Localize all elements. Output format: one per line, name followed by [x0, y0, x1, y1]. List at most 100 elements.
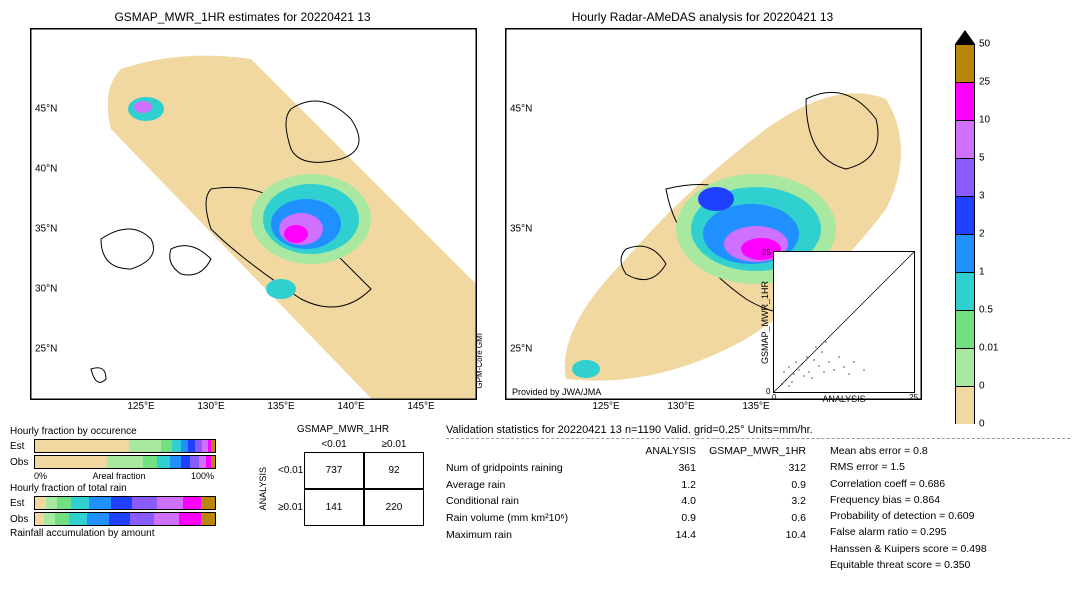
- stack-bar: [34, 496, 216, 510]
- axis-tick: 35°N: [510, 224, 532, 235]
- colorbar-seg: [955, 196, 975, 234]
- colorbar-tick: 0: [979, 381, 985, 392]
- fraction-title-1: Hourly fraction by occurence: [10, 426, 240, 437]
- axis-tick: 125°E: [592, 401, 619, 412]
- axis-tick: 125°E: [127, 401, 154, 412]
- colorbar-seg: [955, 82, 975, 120]
- stats-row: Conditional rain4.03.2: [446, 493, 806, 510]
- stack-seg: [161, 440, 172, 452]
- axis-tick: 35°N: [35, 224, 57, 235]
- stack-seg: [35, 497, 46, 509]
- stack-seg: [35, 440, 129, 452]
- stats-right-list: Mean abs error = 0.8RMS error = 1.5Corre…: [830, 443, 987, 573]
- colorbar-tick: 3: [979, 191, 985, 202]
- stack-seg: [89, 497, 111, 509]
- fraction-block: Hourly fraction by occurence Est Obs 0% Ar…: [10, 424, 240, 573]
- colorbar-seg: [955, 158, 975, 196]
- stack-bar: [34, 512, 216, 526]
- axis-tick: 135°E: [742, 401, 769, 412]
- stack-seg: [69, 513, 87, 525]
- axis-tick: 145°E: [407, 401, 434, 412]
- stack-seg: [201, 497, 215, 509]
- axis-tick: 45°N: [510, 104, 532, 115]
- stack-seg: [35, 513, 44, 525]
- fraction-title-2: Hourly fraction of total rain: [10, 483, 240, 494]
- stack-seg: [181, 456, 190, 468]
- colorbar-seg: [955, 44, 975, 82]
- axis-min: 0%: [34, 471, 47, 481]
- stats-row: Average rain1.20.9: [446, 477, 806, 494]
- stack-seg: [107, 456, 143, 468]
- ct-row-title: ANALYSIS: [258, 467, 276, 510]
- stack-seg: [55, 513, 69, 525]
- ct-cell-00: 737: [304, 452, 364, 489]
- stack-seg: [129, 440, 161, 452]
- colorbar-seg: [955, 310, 975, 348]
- stats-metric: RMS error = 1.5: [830, 459, 987, 475]
- map-row: GSMAP_MWR_1HR estimates for 20220421 13: [10, 10, 1070, 410]
- stack-seg: [211, 456, 215, 468]
- colorbar-tick: 5: [979, 153, 985, 164]
- stack-seg: [143, 456, 157, 468]
- stack-seg: [211, 440, 215, 452]
- stack-seg: [181, 440, 188, 452]
- stack-row: Obs: [10, 512, 240, 526]
- stack-seg: [57, 497, 71, 509]
- inset-xlabel: ANALYSIS: [774, 394, 914, 404]
- axis-tick: 130°E: [667, 401, 694, 412]
- ct-cell-11: 220: [364, 489, 424, 526]
- axis-tick: 135°E: [267, 401, 294, 412]
- axis-tick: 25°N: [510, 344, 532, 355]
- right-map-frame: 25°N35°N45°N 125°E130°E135°E Provided by…: [505, 28, 922, 400]
- stats-col-1: GSMAP_MWR_1HR: [696, 443, 806, 460]
- fraction-title-3: Rainfall accumulation by amount: [10, 528, 240, 539]
- ct-col-title: GSMAP_MWR_1HR: [258, 424, 428, 435]
- colorbar-seg: [955, 386, 975, 424]
- colorbar-over-triangle: [955, 30, 975, 44]
- stats-block: Validation statistics for 20220421 13 n=…: [446, 424, 1070, 573]
- colorbar-seg: [955, 348, 975, 386]
- stats-row: Maximum rain14.410.4: [446, 527, 806, 544]
- stack-seg: [190, 456, 199, 468]
- stack-label: Est: [10, 441, 34, 452]
- stats-metric: Hanssen & Kuipers score = 0.498: [830, 541, 987, 557]
- left-map-frame: 25°N30°N35°N40°N45°N 125°E130°E135°E140°…: [30, 28, 477, 400]
- stack-seg: [87, 513, 109, 525]
- stack-seg: [35, 456, 107, 468]
- right-map-title: Hourly Radar-AMeDAS analysis for 2022042…: [485, 10, 920, 24]
- stack-seg: [199, 456, 206, 468]
- right-map-panel: Hourly Radar-AMeDAS analysis for 2022042…: [485, 10, 920, 410]
- ct-row-0: <0.01: [276, 463, 304, 478]
- stack-seg: [157, 497, 182, 509]
- axis-tick: 30°N: [35, 284, 57, 295]
- axis-tick: 25°N: [35, 344, 57, 355]
- stack-bar: [34, 439, 216, 453]
- stats-metric: Equitable threat score = 0.350: [830, 557, 987, 573]
- axis-label: Areal fraction: [92, 471, 145, 481]
- satellite-label: GPM-Core GMI: [475, 333, 484, 389]
- stack-seg: [179, 513, 201, 525]
- stack-seg: [172, 440, 181, 452]
- stats-metric: Frequency bias = 0.864: [830, 492, 987, 508]
- stats-header: Validation statistics for 20220421 13 n=…: [446, 424, 1070, 439]
- axis-max: 100%: [191, 471, 214, 481]
- inset-x-min: 0: [772, 393, 776, 402]
- colorbar-seg: [955, 272, 975, 310]
- stack-seg: [154, 513, 179, 525]
- stats-row: Rain volume (mm km²10⁶)0.90.6: [446, 510, 806, 527]
- stats-metric: Mean abs error = 0.8: [830, 443, 987, 459]
- stack-seg: [111, 497, 133, 509]
- bottom-row: Hourly fraction by occurence Est Obs 0% Ar…: [10, 424, 1070, 573]
- colorbar-seg: [955, 120, 975, 158]
- inset-y-max: 25: [762, 248, 771, 257]
- colorbar-tick: 1: [979, 267, 985, 278]
- left-map-svg: [31, 29, 476, 399]
- stack-seg: [44, 513, 55, 525]
- axis-tick: 130°E: [197, 401, 224, 412]
- colorbar: 50251053210.50.0100: [930, 10, 1000, 410]
- colorbar-tick: 25: [979, 77, 990, 88]
- stack-bar: [34, 455, 216, 469]
- stack-seg: [46, 497, 57, 509]
- stack-label: Est: [10, 498, 34, 509]
- colorbar-tick: 2: [979, 229, 985, 240]
